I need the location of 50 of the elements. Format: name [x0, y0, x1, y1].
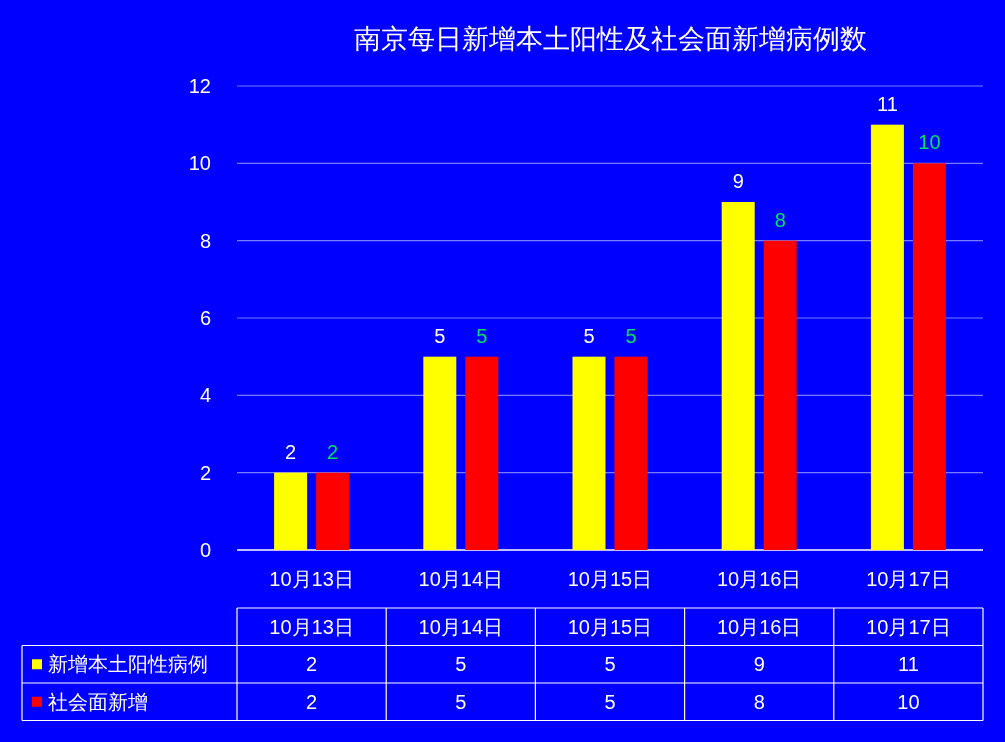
text: 2 — [306, 690, 318, 713]
data-label: 11 — [877, 92, 898, 115]
chart-title: 南京每日新增本土阳性及社会面新增病例数 — [353, 24, 867, 54]
y-tick-label: 8 — [199, 229, 211, 252]
bar — [763, 240, 797, 550]
x-tick-label: 10月14日 — [418, 568, 504, 590]
data-label: 5 — [583, 324, 595, 347]
data-label: 2 — [327, 440, 339, 463]
x-tick-label: 10月17日 — [866, 568, 951, 590]
data-label: 2 — [285, 440, 297, 463]
text: 11 — [898, 653, 919, 676]
bar — [614, 356, 648, 550]
y-tick-label: 0 — [199, 539, 211, 561]
text: 5 — [604, 690, 616, 713]
bar — [572, 356, 606, 550]
bar — [274, 472, 308, 550]
legend-label: 社会面新增 — [48, 690, 148, 713]
text: 10 — [897, 690, 920, 713]
x-tick-label: 10月15日 — [567, 568, 653, 590]
y-tick-label: 4 — [199, 384, 211, 407]
category-label: 10月16日 — [716, 615, 802, 638]
category-label: 10月13日 — [269, 615, 354, 638]
text: 5 — [604, 653, 616, 676]
bar — [912, 163, 946, 550]
y-tick-label: 10 — [188, 152, 211, 175]
data-label: 9 — [732, 170, 744, 192]
category-label: 10月15日 — [567, 615, 653, 638]
category-label: 10月17日 — [866, 615, 951, 638]
data-label: 10 — [918, 131, 941, 154]
data-label: 5 — [625, 324, 637, 347]
data-label: 8 — [774, 208, 786, 231]
text: 5 — [455, 653, 467, 676]
x-tick-label: 10月16日 — [716, 568, 802, 590]
text: 5 — [455, 690, 467, 713]
category-label: 10月14日 — [418, 615, 504, 638]
data-label: 5 — [476, 324, 488, 347]
text: 8 — [753, 690, 765, 713]
text: 9 — [753, 653, 765, 676]
bar — [316, 472, 350, 550]
bar — [721, 202, 755, 550]
legend-label: 新增本土阳性病例 — [48, 653, 208, 676]
bar — [423, 356, 457, 550]
y-tick-label: 6 — [199, 307, 211, 329]
bar — [870, 124, 904, 550]
y-tick-label: 12 — [188, 75, 211, 97]
data-label: 5 — [434, 324, 446, 347]
bar — [465, 356, 499, 550]
y-tick-label: 2 — [199, 461, 211, 484]
x-tick-label: 10月13日 — [269, 568, 354, 590]
text: 2 — [306, 653, 318, 676]
